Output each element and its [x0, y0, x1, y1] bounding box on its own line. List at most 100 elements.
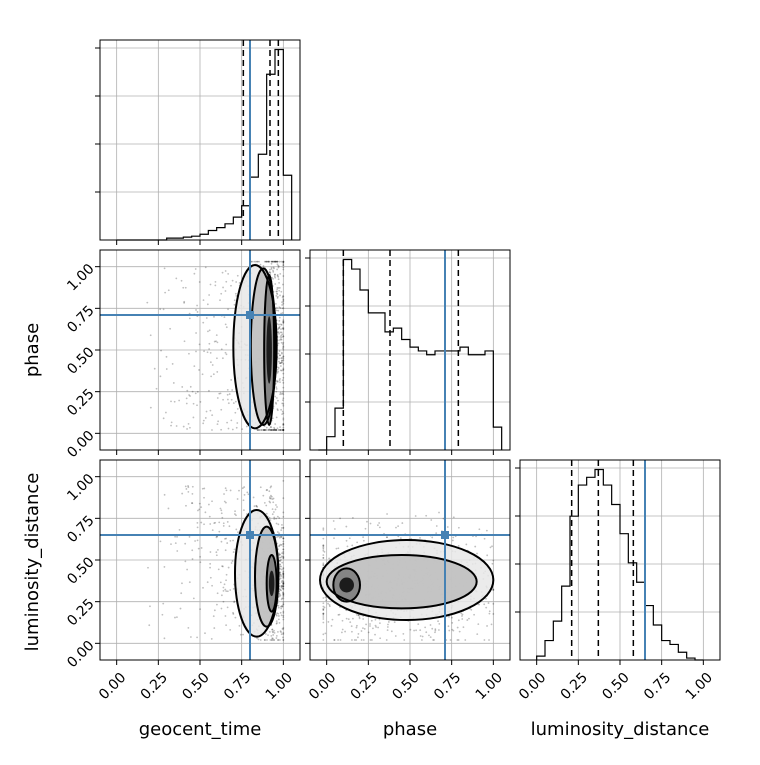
sample-point — [357, 633, 360, 635]
sample-point — [187, 626, 190, 629]
sample-point — [348, 537, 351, 540]
density-panel-phase-luminosity_distance — [309, 459, 511, 661]
sample-point — [323, 550, 326, 553]
sample-point — [193, 272, 196, 275]
sample-point — [235, 281, 238, 283]
sample-point — [351, 516, 354, 519]
sample-point — [200, 521, 203, 524]
sample-point — [387, 623, 389, 626]
y-tick-label: 0.00 — [64, 638, 97, 671]
sample-point — [211, 529, 214, 532]
sample-point — [268, 490, 271, 493]
sample-point — [265, 260, 268, 263]
sample-point — [276, 515, 279, 518]
sample-point — [386, 536, 389, 539]
sample-point — [282, 295, 285, 298]
sample-point — [198, 343, 201, 346]
sample-point — [159, 540, 162, 543]
sample-point — [486, 554, 489, 557]
sample-point — [282, 403, 285, 405]
sample-point — [161, 613, 164, 616]
sample-point — [281, 307, 284, 310]
sample-point — [282, 300, 285, 303]
sample-point — [204, 511, 207, 514]
sample-point — [271, 637, 274, 640]
sample-point — [280, 357, 283, 360]
sample-point — [356, 541, 359, 544]
sample-point — [337, 547, 340, 550]
sample-point — [279, 571, 282, 574]
sample-point — [227, 566, 230, 569]
sample-point — [446, 526, 449, 528]
sample-point — [270, 429, 273, 431]
contour-line — [319, 539, 495, 621]
sample-point — [385, 639, 388, 641]
sample-point — [176, 616, 178, 619]
sample-point — [282, 515, 285, 518]
sample-point — [322, 557, 325, 559]
sample-point — [220, 594, 223, 597]
sample-point — [355, 626, 358, 629]
sample-point — [483, 537, 486, 540]
sample-point — [274, 395, 277, 398]
sample-point — [211, 500, 213, 503]
sample-point — [272, 639, 275, 641]
sample-point — [338, 613, 341, 616]
sample-point — [280, 334, 283, 337]
sample-point — [282, 348, 285, 351]
sample-point — [209, 409, 212, 412]
sample-point — [280, 535, 283, 538]
sample-point — [278, 360, 280, 363]
sample-point — [282, 429, 285, 431]
sample-point — [452, 516, 455, 519]
sample-point — [271, 628, 274, 631]
sample-point — [215, 551, 218, 554]
sample-point — [492, 589, 495, 591]
sample-point — [276, 371, 279, 374]
sample-point — [180, 279, 183, 282]
sample-point — [362, 539, 365, 542]
sample-point — [282, 540, 285, 543]
sample-point — [198, 369, 200, 371]
sample-point — [234, 510, 236, 513]
sample-point — [280, 429, 283, 431]
sample-point — [282, 368, 285, 371]
sample-point — [282, 429, 285, 431]
sample-point — [178, 399, 181, 402]
sample-point — [226, 421, 229, 424]
sample-point — [360, 630, 363, 632]
sample-point — [196, 526, 199, 529]
sample-point — [322, 549, 325, 552]
sample-point — [208, 503, 210, 506]
sample-point — [476, 633, 479, 636]
sample-point — [229, 589, 232, 591]
sample-point — [281, 392, 284, 395]
sample-point — [257, 429, 259, 431]
sample-point — [379, 622, 381, 625]
sample-point — [185, 504, 187, 507]
sample-point — [280, 312, 282, 315]
sample-point — [265, 426, 268, 429]
sample-point — [282, 390, 285, 393]
sample-point — [433, 639, 435, 641]
sample-point — [394, 635, 397, 637]
sample-point — [252, 496, 255, 499]
sample-point — [281, 552, 283, 555]
sample-point — [167, 289, 170, 292]
sample-point — [256, 637, 258, 640]
sample-point — [275, 614, 278, 617]
sample-point — [277, 639, 279, 641]
sample-point — [279, 630, 282, 633]
sample-point — [483, 603, 486, 606]
contour-line — [265, 554, 278, 613]
sample-point — [282, 550, 285, 553]
sample-point — [263, 639, 266, 641]
sample-point — [179, 607, 182, 610]
sample-point — [322, 608, 325, 611]
sample-point — [224, 323, 227, 326]
sample-point — [378, 526, 381, 529]
sample-point — [282, 582, 285, 585]
sample-point — [206, 303, 209, 306]
sample-point — [358, 617, 361, 620]
sample-point — [273, 260, 275, 263]
